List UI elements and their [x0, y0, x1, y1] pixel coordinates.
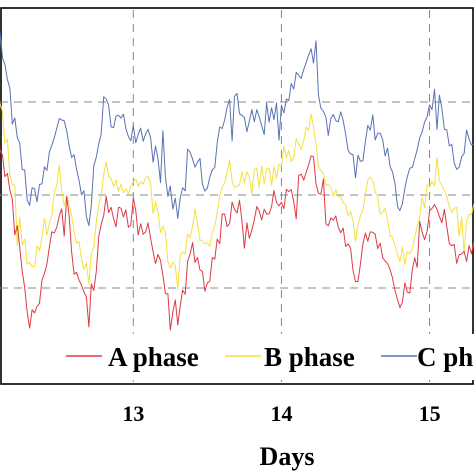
x-tick-label: 13: [122, 401, 144, 426]
x-tick-label: 15: [419, 401, 441, 426]
series-line-b-phase: [0, 102, 474, 291]
series-line-c-phase: [0, 31, 474, 227]
x-axis-title: Days: [260, 442, 315, 471]
x-tick-label: 14: [270, 401, 292, 426]
series-layer: [0, 31, 474, 331]
x-axis: 13 14 15: [122, 401, 440, 426]
legend-label-b-phase: B phase: [264, 342, 355, 372]
legend-box: [58, 334, 474, 380]
legend: A phase B phase C phase: [58, 334, 474, 380]
legend-label-a-phase: A phase: [108, 342, 199, 372]
legend-label-c-phase: C phase: [417, 342, 474, 372]
series-line-a-phase: [0, 144, 474, 331]
plot-frame: [0, 7, 474, 385]
grid: [0, 10, 474, 382]
plot-border: [0, 7, 474, 385]
